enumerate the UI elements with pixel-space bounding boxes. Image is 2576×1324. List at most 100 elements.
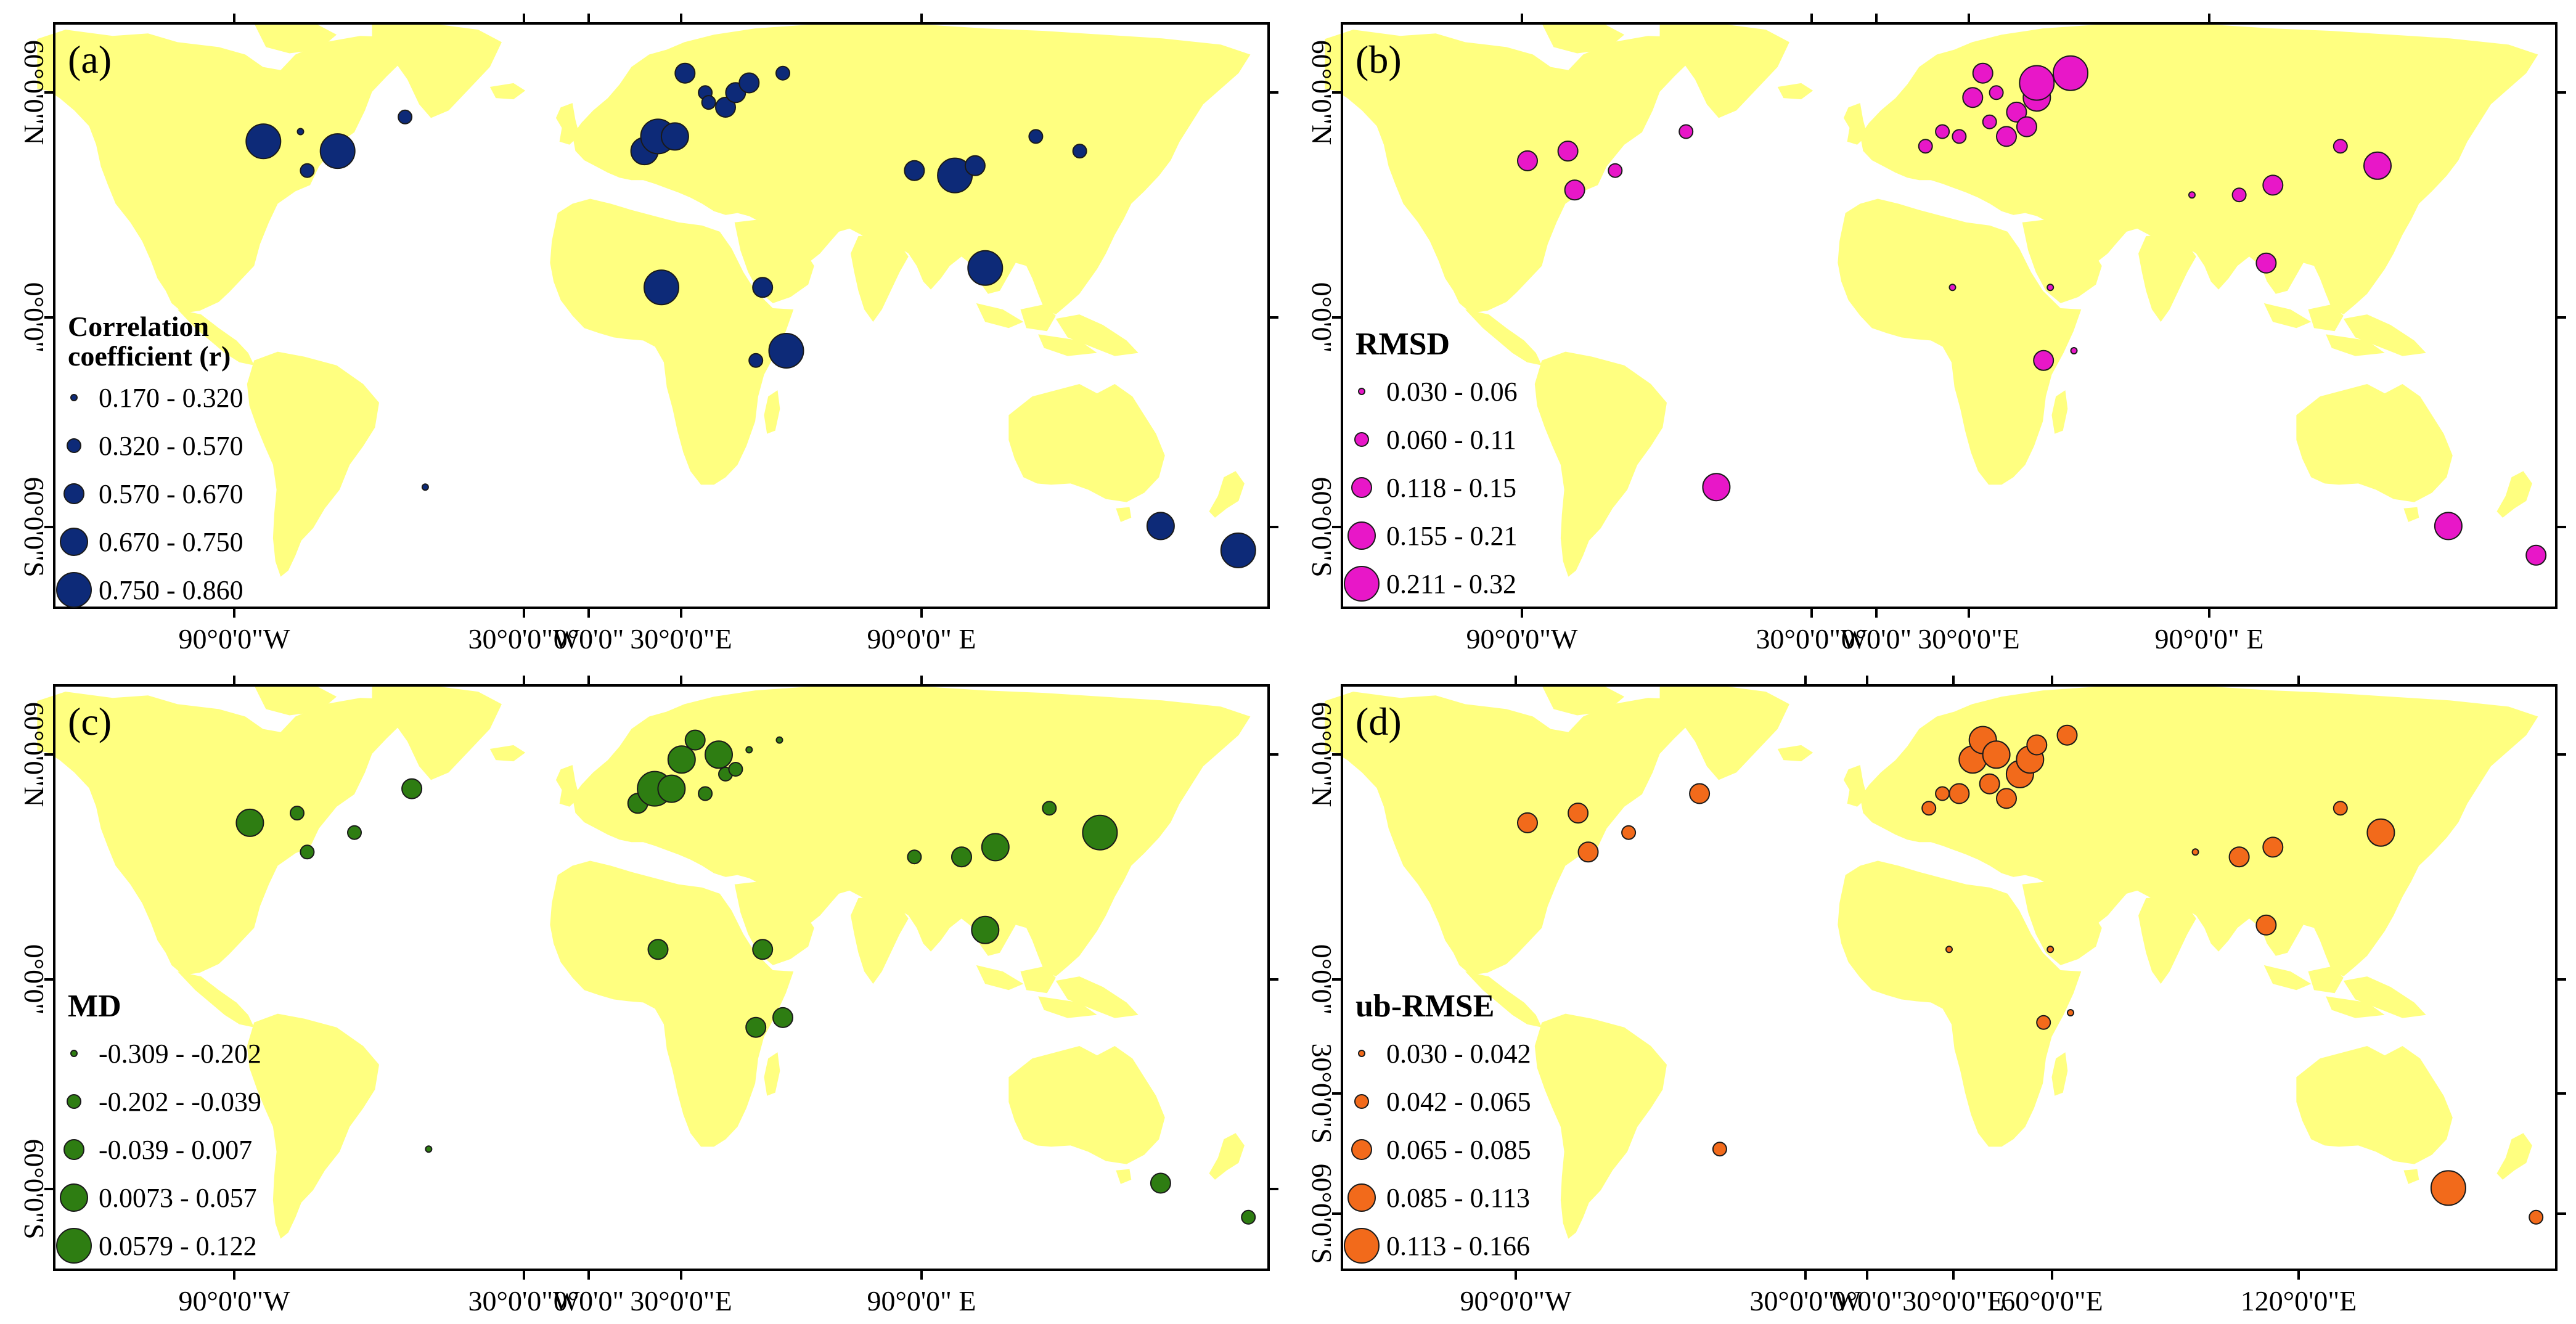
- map-panel-a: 90°0'0"W 30°0'0"W 0°0'0" 30°0'0"E 90°0'0" E 6…: [0, 0, 1288, 662]
- site-marker: [2046, 946, 2055, 954]
- lon-label: 90°0'0"W: [179, 1285, 290, 1317]
- site-marker: [2333, 801, 2348, 816]
- site-marker: [1996, 788, 2017, 809]
- site-marker: [667, 745, 696, 774]
- legend-item-label: 0.570 - 0.670: [99, 479, 243, 509]
- panel-label: (d): [1355, 700, 1402, 743]
- site-marker: [701, 95, 716, 110]
- site-marker: [296, 128, 305, 136]
- panel-label: (c): [68, 700, 112, 743]
- site-marker: [2036, 1015, 2051, 1030]
- panel-label: (b): [1355, 38, 1402, 81]
- lon-label: 90°0'0" E: [867, 623, 976, 655]
- site-marker: [647, 939, 669, 960]
- panel-label: (a): [68, 38, 112, 81]
- lat-label: 30°0'0"S: [1306, 1043, 1338, 1143]
- site-marker: [1935, 786, 1950, 801]
- site-marker: [907, 849, 922, 865]
- site-marker: [2333, 139, 2348, 154]
- site-marker: [347, 825, 362, 840]
- legend-symbol: [1354, 1094, 1369, 1109]
- site-marker: [674, 62, 696, 84]
- site-marker: [421, 483, 429, 491]
- site-marker: [698, 786, 713, 801]
- site-marker: [660, 122, 689, 151]
- legend-item-label: 0.211 - 0.32: [1386, 569, 1516, 599]
- site-marker: [300, 163, 315, 178]
- site-marker: [1150, 1172, 1171, 1194]
- site-marker: [2529, 1209, 2544, 1225]
- site-marker: [300, 844, 315, 860]
- site-marker: [715, 97, 736, 118]
- lon-label: 30°0'0"W: [1750, 1285, 1862, 1317]
- legend-symbol: [1344, 1228, 1380, 1264]
- site-marker: [1996, 126, 2017, 147]
- map-frame: [53, 684, 1270, 1271]
- legend-symbol: [1358, 388, 1365, 395]
- site-marker: [657, 774, 686, 803]
- legend-symbol: [1351, 477, 1372, 498]
- site-marker: [752, 939, 774, 960]
- site-marker: [752, 277, 774, 298]
- site-marker: [684, 729, 706, 751]
- lat-label: 60°0'0"S: [18, 476, 50, 577]
- site-marker: [2191, 848, 2199, 856]
- site-marker: [2188, 191, 2196, 199]
- site-marker: [1948, 783, 1970, 804]
- site-marker: [1568, 803, 1589, 824]
- lat-label: 0°0'0": [18, 944, 50, 1015]
- site-marker: [398, 109, 413, 125]
- site-marker: [1220, 532, 1256, 568]
- site-marker: [2228, 846, 2250, 868]
- map-b-svg: 90°0'0"W 30°0'0"W0°0'0" 30°0'0"E 90°0'0" E6…: [1306, 14, 2566, 655]
- site-marker: [1608, 163, 1623, 178]
- lat-label: 60°0'0"N: [18, 702, 50, 807]
- legend-item-label: 0.0579 - 0.122: [99, 1231, 257, 1261]
- site-marker: [2026, 734, 2048, 756]
- legend-title: RMSD: [1355, 327, 1450, 362]
- lon-label: 90°0'0"W: [179, 623, 290, 655]
- map-frame: [1341, 684, 2558, 1271]
- legend-title: MD: [68, 989, 121, 1024]
- site-marker: [2070, 347, 2078, 354]
- legend-symbol: [1358, 1050, 1365, 1057]
- site-marker: [1972, 62, 1993, 84]
- lat-label: 0°0'0": [18, 282, 50, 353]
- site-marker: [1082, 814, 1118, 851]
- legend-title: ub-RMSE: [1355, 989, 1494, 1024]
- legend-item-label: -0.309 - -0.202: [99, 1039, 261, 1069]
- site-marker: [1918, 139, 1933, 154]
- site-marker: [775, 65, 790, 81]
- site-marker: [1072, 144, 1087, 159]
- site-marker: [1702, 473, 1731, 502]
- map-frame: [53, 22, 1270, 609]
- site-marker: [1564, 179, 1585, 201]
- lon-label: 0°0'0": [1832, 1285, 1902, 1317]
- site-marker: [2363, 151, 2392, 180]
- site-marker: [2067, 1009, 2074, 1016]
- lat-label: 0°0'0": [1306, 282, 1338, 353]
- site-marker: [1979, 773, 2000, 795]
- legend-symbol: [63, 1139, 84, 1160]
- lon-label: 30°0'0"E: [1918, 623, 2020, 655]
- site-marker: [745, 1016, 767, 1038]
- site-marker: [2430, 1170, 2466, 1206]
- lon-label: 30°0'0"E: [630, 623, 732, 655]
- lon-label: 30°0'0"W: [468, 623, 580, 655]
- site-marker: [748, 353, 764, 368]
- site-marker: [951, 846, 972, 868]
- legend-symbol: [1347, 1183, 1376, 1212]
- site-marker: [1989, 85, 2004, 100]
- legend-item-label: -0.202 - -0.039: [99, 1087, 261, 1117]
- site-marker: [2016, 116, 2037, 137]
- site-marker: [1028, 129, 1044, 144]
- site-marker: [775, 736, 783, 744]
- site-marker: [1042, 801, 1057, 816]
- site-marker: [2033, 349, 2055, 371]
- site-marker: [319, 133, 356, 170]
- site-marker: [904, 160, 925, 181]
- site-marker: [235, 808, 264, 837]
- map-frame: [1341, 22, 2558, 609]
- site-marker: [245, 123, 282, 160]
